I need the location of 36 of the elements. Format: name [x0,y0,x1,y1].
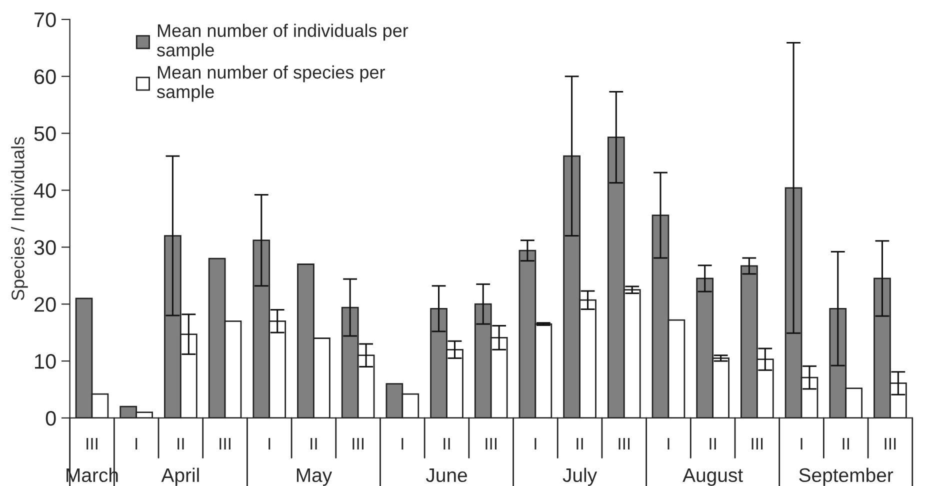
x-tick-label: III [618,438,630,450]
x-tick-label: II [576,438,583,450]
x-tick-label: II [444,438,450,450]
legend-label: Mean number of species per sample [156,65,386,102]
y-tick-label: 30 [34,240,56,255]
x-tick-label: II [710,438,716,450]
y-tick-label: 0 [46,410,56,426]
x-tick-label: II [178,438,184,450]
x-tick-label: I [402,438,404,450]
x-tick-label: II [310,438,317,450]
text: April [161,468,199,486]
y-tick-label: 20 [34,297,56,312]
x-tick-label: III [352,438,364,450]
text: September [799,468,894,486]
x-tick-label: I [268,438,270,450]
x-tick-label: II [842,438,849,450]
x-tick-label: III [220,438,230,450]
legend-label: Mean number of individuals per sample [156,24,408,60]
y-tick-label: 50 [34,126,56,142]
x-tick-label: III [486,438,497,450]
y-tick-label: 40 [34,183,56,198]
text: June [426,468,467,482]
x-tick-label: I [534,438,536,450]
x-tick-label: III [884,438,896,450]
text: July [562,468,598,486]
y-tick-label: 10 [35,354,56,369]
y-tick-label: 70 [34,12,56,28]
x-tick-label: I [668,438,670,450]
y-tick-label: 60 [34,69,56,84]
x-tick-label: I [800,438,802,450]
text: May [296,468,332,486]
x-tick-label: III [86,438,98,450]
x-tick-label: I [136,438,138,450]
y-axis-title: Species / Individuals [11,137,28,300]
text: August [682,468,743,486]
x-tick-label: III [752,438,763,450]
